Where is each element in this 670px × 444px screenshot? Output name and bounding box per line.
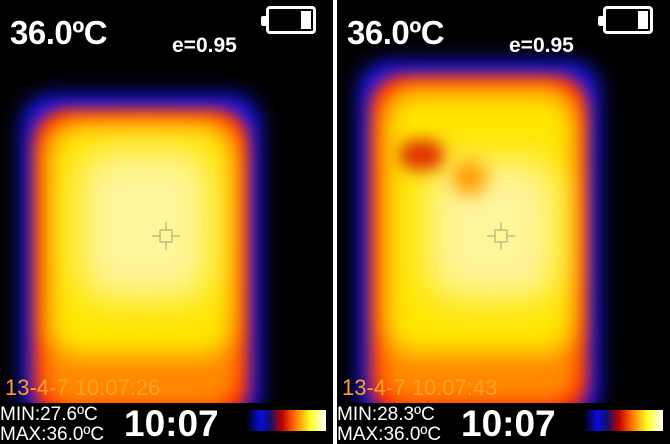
crosshair-icon: [487, 222, 515, 250]
max-temperature: MAX:36.0ºC: [337, 424, 442, 444]
status-bar: MIN:27.6ºC MAX:36.0ºC 10:07: [0, 403, 333, 444]
center-temperature: 36.0ºC: [10, 14, 108, 51]
emissivity: e=0.95: [509, 34, 574, 57]
clock: 10:07: [124, 403, 219, 444]
thermal-image: [337, 0, 670, 403]
capture-timestamp: 13-4-7 10:07:43: [342, 375, 498, 400]
thermal-panel-1: 36.0ºC e=0.95 13-4-7 10:07:26 MIN:27.6ºC…: [0, 0, 333, 444]
min-temperature: MIN:27.6ºC: [0, 404, 98, 425]
min-temperature: MIN:28.3ºC: [337, 404, 435, 425]
battery-icon: [261, 6, 316, 34]
capture-timestamp: 13-4-7 10:07:26: [5, 375, 161, 400]
max-temperature: MAX:36.0ºC: [0, 424, 105, 444]
battery-icon: [598, 6, 653, 34]
thermal-panel-2: 36.0ºC e=0.95 13-4-7 10:07:43 MIN:28.3ºC…: [337, 0, 670, 444]
emissivity: e=0.95: [172, 34, 237, 57]
color-scale-bar: [583, 410, 663, 431]
status-bar: MIN:28.3ºC MAX:36.0ºC 10:07: [337, 403, 670, 444]
clock: 10:07: [461, 403, 556, 444]
crosshair-icon: [152, 222, 180, 250]
color-scale-bar: [246, 410, 326, 431]
thermal-image: [0, 0, 333, 403]
center-temperature: 36.0ºC: [347, 14, 445, 51]
